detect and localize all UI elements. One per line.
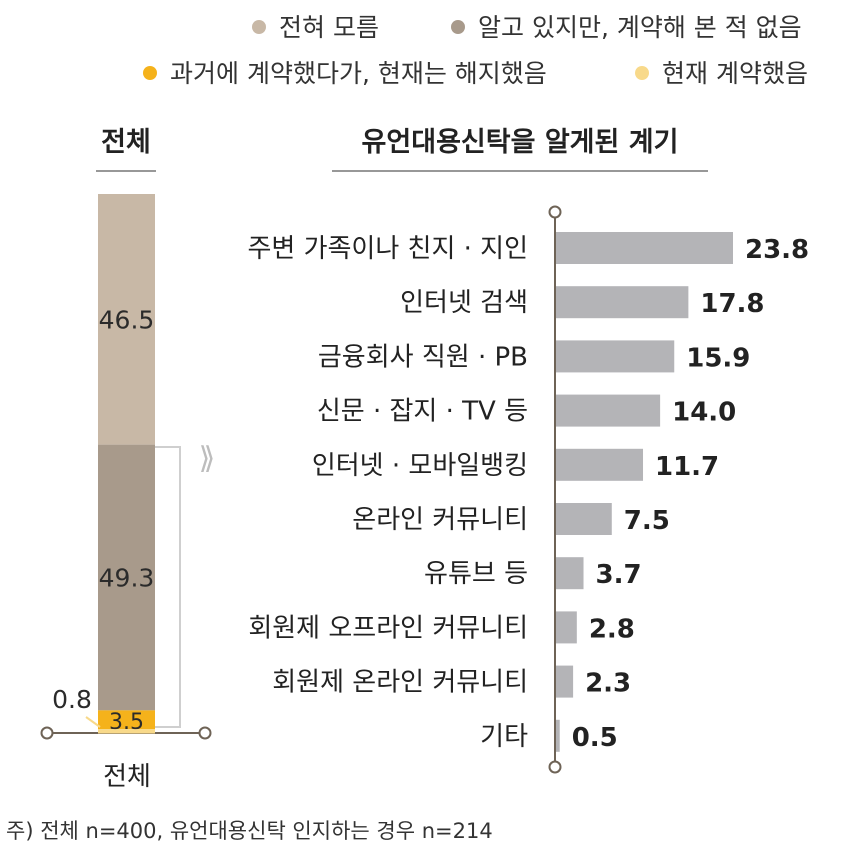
segment-value-label: 49.3 bbox=[99, 563, 155, 592]
right-axis-end-top bbox=[548, 205, 562, 219]
bar-value-label: 2.8 bbox=[589, 614, 635, 644]
bar-value-label: 23.8 bbox=[745, 235, 809, 265]
category-label: 주변 가족이나 친지 · 지인 bbox=[247, 234, 528, 264]
bar-value-label: 7.5 bbox=[624, 506, 670, 536]
legend-swatch bbox=[252, 20, 266, 34]
bar-value-label: 14.0 bbox=[672, 398, 736, 428]
footnote: 주) 전체 n=400, 유언대용신탁 인지하는 경우 n=214 bbox=[6, 819, 493, 843]
arrow-icon: ⟫ bbox=[199, 441, 216, 476]
bar bbox=[556, 394, 661, 427]
category-label: 유튜브 등 bbox=[424, 559, 528, 589]
legend-item: 현재 계약했음 bbox=[635, 59, 808, 88]
stacked-segment bbox=[98, 710, 155, 730]
left-axis-end-right bbox=[198, 726, 212, 740]
legend-item: 알고 있지만, 계약해 본 적 없음 bbox=[451, 13, 802, 42]
bracket-line bbox=[155, 446, 181, 728]
legend-swatch bbox=[143, 66, 157, 80]
legend-label: 현재 계약했음 bbox=[662, 59, 808, 88]
right-chart-title: 유언대용신탁을 알게된 계기 bbox=[362, 127, 679, 158]
bar-value-label: 2.3 bbox=[585, 669, 631, 699]
segment-value-label: 46.5 bbox=[99, 305, 155, 334]
bar bbox=[556, 340, 675, 373]
category-label: 기타 bbox=[480, 722, 528, 752]
legend-item: 전혀 모름 bbox=[252, 13, 379, 42]
bar bbox=[556, 232, 733, 264]
bar bbox=[556, 611, 577, 644]
category-label: 회원제 온라인 커뮤니티 bbox=[272, 668, 528, 698]
bar bbox=[556, 719, 560, 752]
left-chart-title: 전체 bbox=[101, 127, 151, 158]
right-axis-end-bottom bbox=[548, 760, 562, 774]
bar-value-label: 3.7 bbox=[596, 560, 642, 590]
bar bbox=[556, 665, 574, 698]
segment-value-label: 0.8 bbox=[52, 685, 92, 714]
category-label: 회원제 오프라인 커뮤니티 bbox=[248, 613, 528, 643]
stacked-segment bbox=[98, 729, 155, 734]
bar bbox=[556, 448, 644, 481]
stacked-segment bbox=[98, 194, 155, 445]
legend-label: 알고 있지만, 계약해 본 적 없음 bbox=[478, 13, 802, 42]
bar-value-label: 17.8 bbox=[700, 289, 764, 319]
category-label: 인터넷 · 모바일뱅킹 bbox=[312, 451, 528, 481]
segment-leader-line bbox=[85, 716, 101, 728]
legend-label: 전혀 모름 bbox=[279, 13, 379, 42]
category-label: 인터넷 검색 bbox=[400, 288, 528, 318]
bar bbox=[556, 503, 612, 535]
bar-value-label: 0.5 bbox=[572, 723, 618, 753]
left-category-label: 전체 bbox=[103, 762, 151, 792]
legend-label: 과거에 계약했다가, 현재는 해지했음 bbox=[170, 59, 547, 88]
bar-value-label: 15.9 bbox=[686, 343, 750, 373]
category-label: 신문 · 잡지 · TV 등 bbox=[317, 397, 528, 427]
category-label: 금융회사 직원 · PB bbox=[318, 342, 528, 372]
stacked-segment bbox=[98, 444, 155, 711]
bar bbox=[556, 286, 689, 319]
category-label: 온라인 커뮤니티 bbox=[352, 505, 528, 535]
legend-item: 과거에 계약했다가, 현재는 해지했음 bbox=[143, 59, 547, 88]
left-axis-end-left bbox=[40, 726, 54, 740]
legend-swatch bbox=[451, 20, 465, 34]
legend-swatch bbox=[635, 66, 649, 80]
bar bbox=[556, 557, 584, 590]
bar-value-label: 11.7 bbox=[655, 452, 719, 482]
